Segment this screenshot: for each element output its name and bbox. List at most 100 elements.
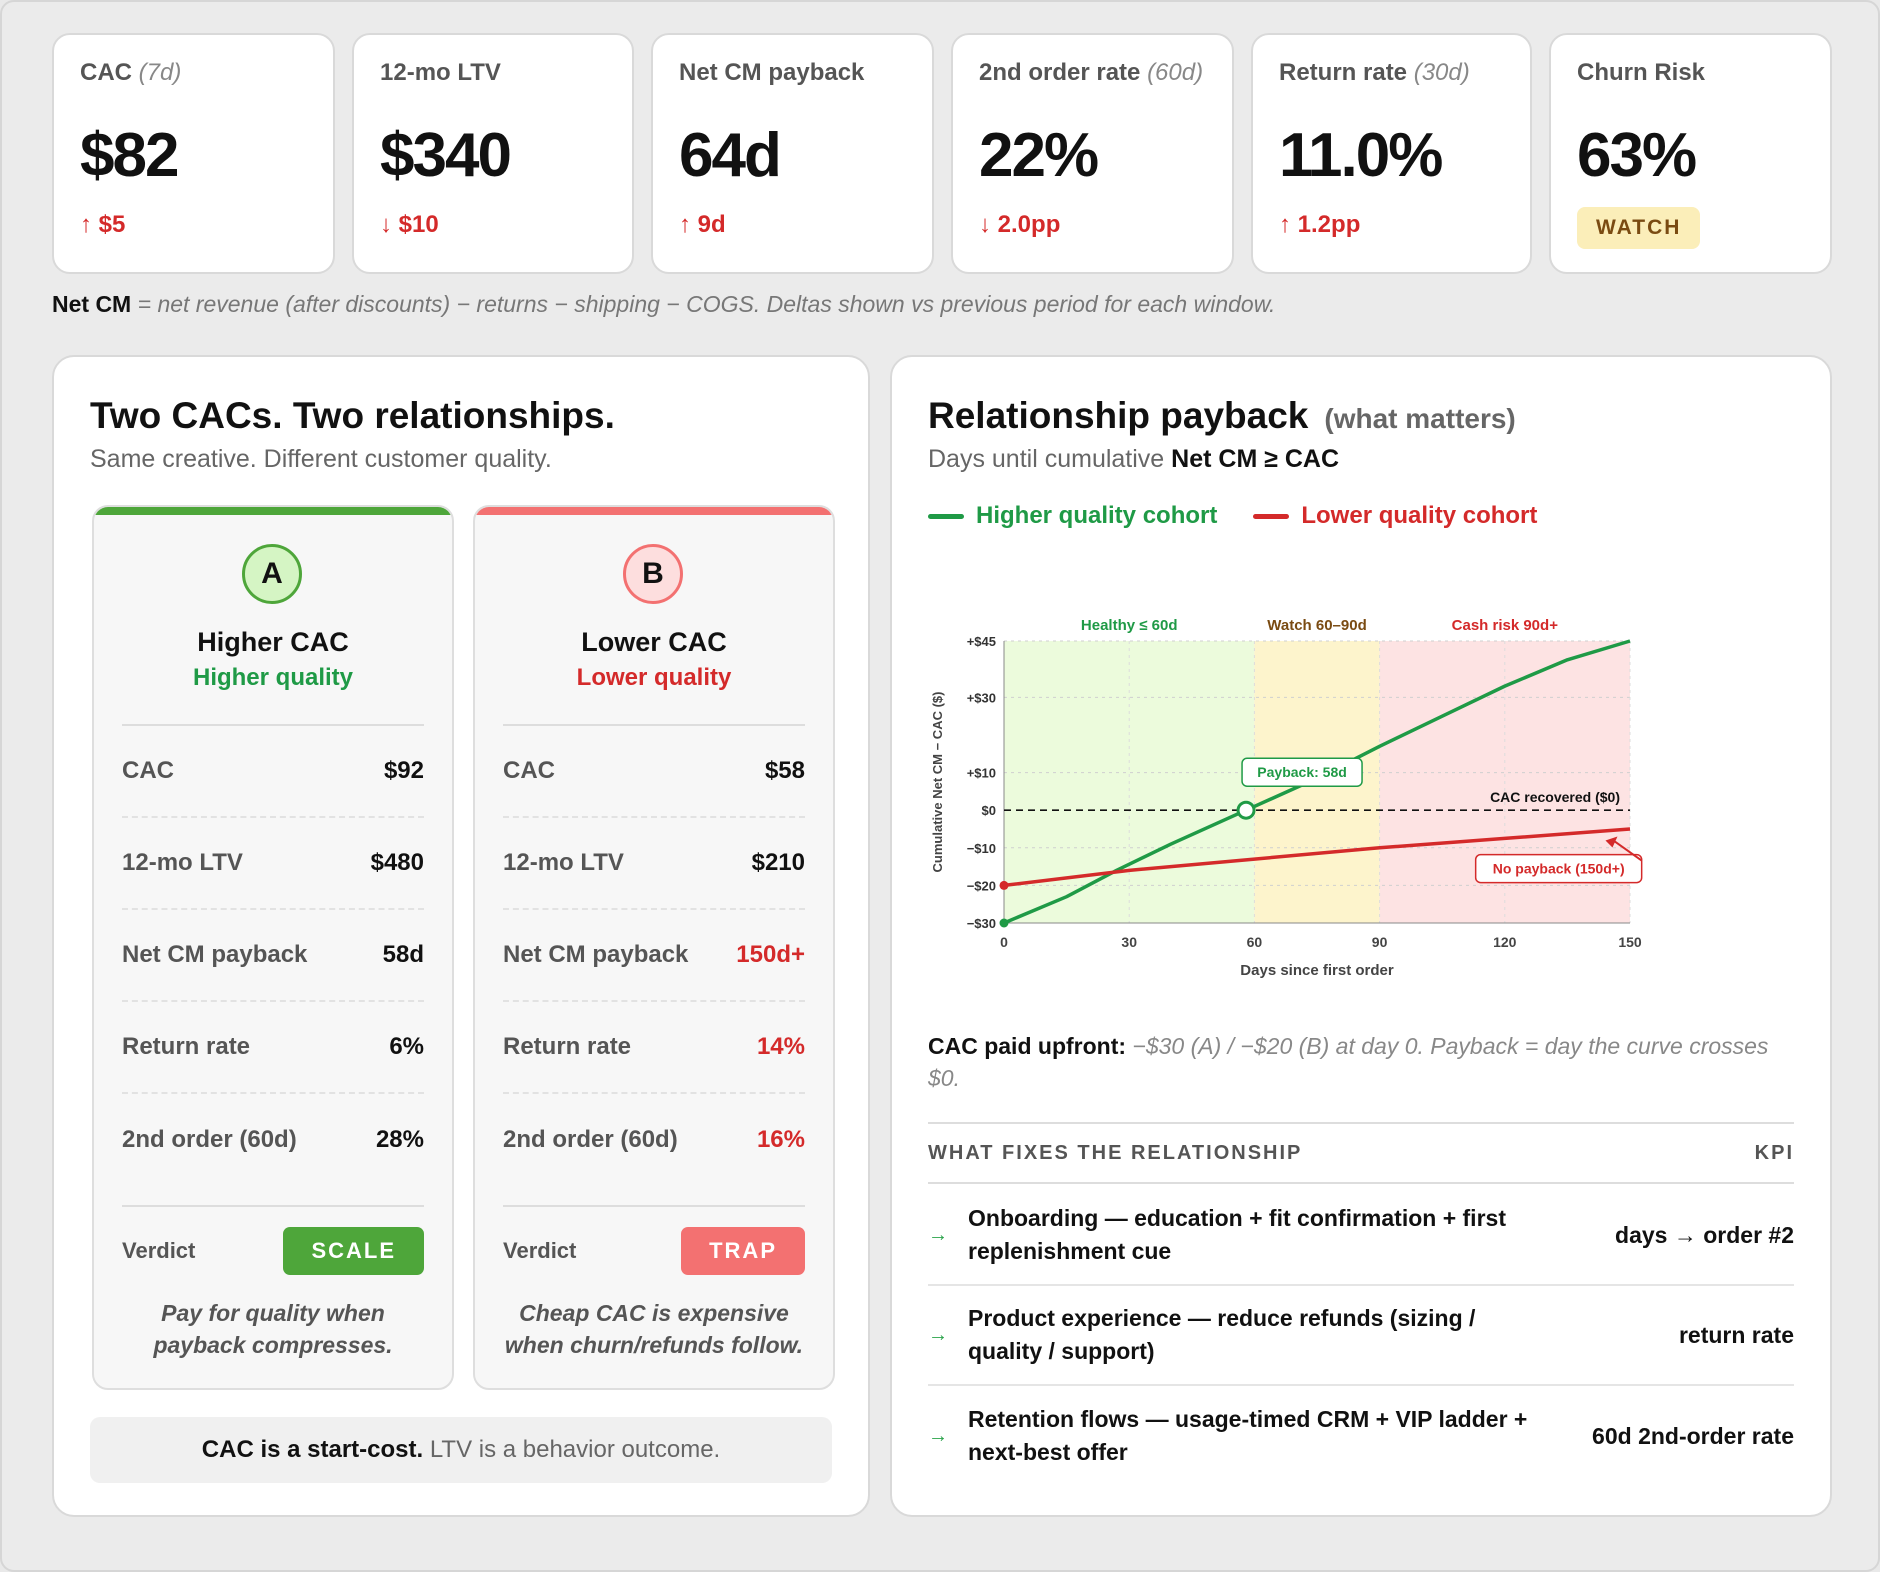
y-tick-label: +$10: [967, 766, 996, 781]
fix-text: Product experience — reduce refunds (siz…: [968, 1305, 1476, 1364]
metric-value: 6%: [389, 1033, 424, 1060]
fix-item-onboarding[interactable]: → Onboarding — education + fit confirmat…: [928, 1186, 1794, 1286]
metric-row: 12-mo LTV $210: [503, 818, 805, 910]
arrow-right-icon: →: [928, 1223, 948, 1246]
metric-row: Net CM payback 150d+: [503, 910, 805, 1002]
x-tick-label: 0: [1000, 934, 1008, 950]
kpi-label: 2nd order rate (60d): [979, 59, 1204, 86]
fix-text: Retention flows — usage-timed CRM + VIP …: [968, 1406, 1528, 1465]
cohort-quote: Cheap CAC is expensive when churn/refund…: [504, 1300, 804, 1358]
fixes-header: WHAT FIXES THE RELATIONSHIP KPI: [928, 1122, 1794, 1184]
y-tick-label: −$30: [967, 916, 996, 931]
kpi-delta: ↑ 1.2pp: [1279, 211, 1361, 238]
metric-value: 58d: [382, 941, 424, 968]
panel-title: Two CACs. Two relationships.: [90, 395, 615, 436]
arrow-right-icon: →: [928, 1323, 948, 1346]
series-start-point: [999, 918, 1009, 928]
metric-value: $480: [370, 849, 424, 876]
kpi-card-churn-risk[interactable]: Churn Risk 63% WATCH: [1549, 33, 1832, 274]
verdict-label: Verdict: [503, 1238, 577, 1263]
kpi-label: Net CM payback: [679, 59, 865, 86]
metric-value: $92: [383, 757, 424, 784]
metric-row: 2nd order (60d) 16%: [503, 1094, 805, 1186]
metric-label: 12-mo LTV: [503, 849, 624, 876]
metric-label: Return rate: [503, 1033, 632, 1060]
verdict-row: Verdict TRAP: [503, 1205, 805, 1275]
cohort-accent-bar: [475, 507, 833, 515]
kpi-value: $82: [80, 121, 179, 190]
cac-ltv-note: CAC is a start-cost. LTV is a behavior o…: [90, 1417, 832, 1483]
metric-row: 2nd order (60d) 28%: [122, 1094, 424, 1186]
x-axis-title: Days since first order: [1240, 962, 1394, 979]
legend-item-lower[interactable]: Lower quality cohort: [1253, 502, 1537, 530]
kpi-card-return-rate[interactable]: Return rate (30d) 11.0% ↑ 1.2pp: [1251, 33, 1532, 274]
kpi-label: Churn Risk: [1577, 59, 1706, 86]
metric-row: CAC $92: [122, 726, 424, 818]
payback-panel: Relationship payback (what matters) Days …: [890, 355, 1832, 1517]
status-badge: WATCH: [1577, 207, 1701, 249]
kpi-card-ltv[interactable]: 12-mo LTV $340 ↓ $10: [352, 33, 634, 274]
cohort-name: Higher CAC: [197, 627, 349, 657]
arrow-right-icon: →: [928, 1424, 948, 1447]
zone-label: Watch 60–90d: [1267, 617, 1367, 634]
trap-button[interactable]: TRAP: [681, 1227, 805, 1275]
legend-swatch: [928, 513, 964, 519]
cohort-name: Lower CAC: [581, 627, 727, 657]
y-axis-title: Cumulative Net CM − CAC ($): [930, 692, 945, 873]
upfront-note: CAC paid upfront: −$30 (A) / −$20 (B) at…: [928, 1033, 1769, 1091]
metric-row: CAC $58: [503, 726, 805, 818]
cac-comparison-panel: Two CACs. Two relationships. Same creati…: [52, 355, 870, 1517]
cohort-metrics: CAC $58 12-mo LTV $210 Net CM payback 150d+…: [503, 724, 805, 1186]
panel-subtitle: Same creative. Different customer qualit…: [90, 445, 552, 473]
y-tick-label: +$30: [967, 690, 996, 705]
y-tick-label: −$20: [967, 878, 996, 893]
cohort-card-b: B Lower CAC Lower quality CAC $58 12-mo L…: [473, 505, 835, 1390]
metric-value: $210: [751, 849, 805, 876]
baseline-label: CAC recovered ($0): [1490, 789, 1620, 805]
kpi-delta: ↑ $5: [80, 211, 126, 238]
metric-row: Return rate 6%: [122, 1002, 424, 1094]
fix-item-retention[interactable]: → Retention flows — usage-timed CRM + VI…: [928, 1386, 1794, 1486]
cohort-accent-bar: [94, 507, 452, 515]
fix-kpi: days → order #2: [1615, 1221, 1794, 1248]
kpi-card-payback[interactable]: Net CM payback 64d ↑ 9d: [651, 33, 934, 274]
payback-chart: Healthy ≤ 60d Watch 60–90d Cash risk 90d+ −…: [930, 617, 1643, 979]
fix-kpi: 60d 2nd-order rate: [1592, 1422, 1794, 1449]
cohort-quote: Pay for quality when payback compresses.: [153, 1300, 393, 1358]
kpi-value: 11.0%: [1279, 121, 1443, 190]
x-tick-label: 90: [1372, 934, 1388, 950]
net-cm-footnote: Net CM = net revenue (after discounts) −…: [52, 291, 1276, 317]
metric-row: Net CM payback 58d: [122, 910, 424, 1002]
y-tick-label: $0: [982, 803, 996, 818]
kpi-delta: ↓ 2.0pp: [979, 211, 1061, 238]
arrow-head-icon: [1605, 836, 1618, 848]
legend-label: Lower quality cohort: [1301, 502, 1538, 529]
fixes-header-label: WHAT FIXES THE RELATIONSHIP: [928, 1141, 1303, 1164]
kpi-delta: ↓ $10: [380, 211, 439, 238]
metric-label: 12-mo LTV: [122, 849, 243, 876]
payback-point: [1236, 800, 1256, 820]
cohort-quality: Higher quality: [192, 664, 354, 691]
metric-value: 150d+: [736, 941, 805, 968]
verdict-label: Verdict: [122, 1238, 196, 1263]
kpi-label: CAC (7d): [80, 59, 182, 86]
metric-row: 12-mo LTV $480: [122, 818, 424, 910]
no-payback-callout-label: No payback (150d+): [1493, 861, 1625, 877]
x-tick-label: 60: [1247, 934, 1263, 950]
kpi-card-cac[interactable]: CAC (7d) $82 ↑ $5: [52, 33, 335, 274]
x-tick-label: 120: [1493, 934, 1517, 950]
x-tick-label: 150: [1618, 934, 1642, 950]
kpi-label: 12-mo LTV: [380, 59, 501, 86]
legend-item-higher[interactable]: Higher quality cohort: [928, 502, 1217, 530]
kpi-card-second-order[interactable]: 2nd order rate (60d) 22% ↓ 2.0pp: [951, 33, 1234, 274]
fix-item-product[interactable]: → Product experience — reduce refunds (s…: [928, 1286, 1794, 1386]
metric-label: CAC: [503, 757, 555, 784]
y-tick-label: +$45: [967, 634, 996, 649]
y-tick-label: −$10: [967, 841, 996, 856]
fix-kpi: return rate: [1678, 1321, 1794, 1348]
metric-label: 2nd order (60d): [122, 1126, 297, 1153]
kpi-value: $340: [380, 121, 512, 190]
x-tick-label: 30: [1121, 934, 1137, 950]
scale-button[interactable]: SCALE: [283, 1227, 424, 1275]
